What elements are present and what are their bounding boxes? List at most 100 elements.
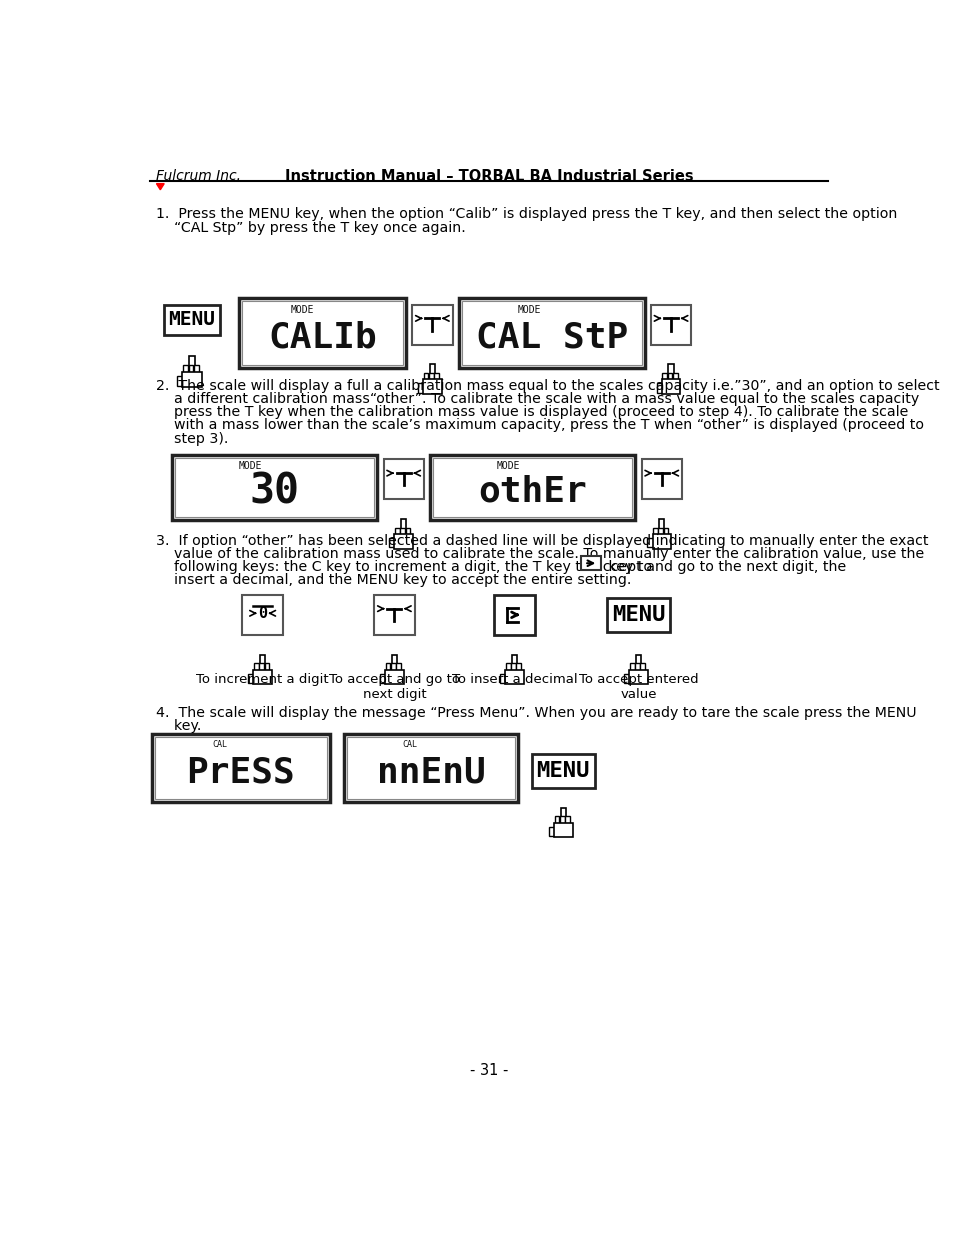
Bar — [172, 454, 377, 520]
Bar — [154, 737, 327, 799]
Bar — [499, 673, 506, 683]
Bar — [623, 673, 630, 683]
Text: 4.  The scale will display the message “Press Menu”. When you are ready to tare : 4. The scale will display the message “P… — [156, 705, 916, 720]
Bar — [659, 519, 663, 537]
Bar — [531, 755, 595, 788]
Text: press the T key when the calibration mass value is displayed (proceed to step 4): press the T key when the calibration mas… — [156, 405, 908, 420]
Bar — [629, 669, 647, 684]
Bar — [430, 454, 635, 520]
Text: othEr: othEr — [477, 474, 586, 509]
Bar — [174, 458, 374, 517]
Text: To accept entered
value: To accept entered value — [578, 673, 698, 701]
Bar — [391, 663, 395, 671]
Text: To accept and go to
next digit: To accept and go to next digit — [329, 673, 459, 701]
Bar — [395, 663, 400, 671]
Text: CAL: CAL — [402, 740, 417, 750]
Text: insert a decimal, and the MENU key to accept the entire setting.: insert a decimal, and the MENU key to ac… — [156, 573, 631, 587]
Bar — [511, 663, 516, 671]
Bar — [516, 663, 520, 671]
Bar — [395, 527, 399, 536]
Bar — [253, 663, 258, 671]
Bar — [429, 364, 435, 383]
Bar — [259, 663, 264, 671]
Bar — [433, 458, 632, 517]
Bar — [656, 383, 662, 393]
Text: CAL StP: CAL StP — [476, 320, 627, 354]
Bar — [385, 669, 403, 684]
Text: MENU: MENU — [169, 310, 215, 330]
Bar — [379, 673, 386, 683]
Bar — [405, 527, 410, 536]
Bar — [505, 663, 510, 671]
Bar — [423, 373, 428, 380]
Bar — [152, 734, 330, 802]
Bar — [248, 673, 254, 683]
Text: key.: key. — [156, 719, 202, 732]
Bar — [559, 816, 564, 824]
Bar — [650, 305, 691, 345]
Bar — [417, 383, 424, 393]
Bar — [164, 305, 220, 336]
Bar — [239, 299, 406, 368]
Bar — [400, 519, 406, 537]
Text: a different calibration mass“other”. To calibrate the scale with a mass value eq: a different calibration mass“other”. To … — [156, 393, 919, 406]
Text: MODE: MODE — [238, 461, 261, 471]
Bar — [580, 556, 600, 571]
Text: MENU: MENU — [611, 605, 664, 625]
Text: following keys: the C key to increment a digit, the T key to accept and go to th: following keys: the C key to increment a… — [156, 561, 846, 574]
Bar — [658, 527, 662, 536]
Bar — [194, 366, 199, 373]
Bar — [554, 823, 572, 837]
Text: MODE: MODE — [496, 461, 519, 471]
Bar — [383, 459, 423, 499]
Bar — [641, 459, 681, 499]
Text: step 3).: step 3). — [156, 431, 229, 446]
Bar — [400, 527, 405, 536]
Bar — [458, 299, 644, 368]
Bar — [663, 527, 668, 536]
Bar — [606, 598, 670, 632]
Bar — [636, 655, 640, 673]
Text: To insert a decimal: To insert a decimal — [451, 673, 577, 687]
Text: 2.  The scale will display a full a calibration mass equal to the scales capacit: 2. The scale will display a full a calib… — [156, 379, 939, 393]
Bar — [260, 655, 265, 673]
Bar — [505, 669, 523, 684]
Text: 3.  If option “other” has been selected a dashed line will be displayed indicati: 3. If option “other” has been selected a… — [156, 534, 928, 548]
Bar — [461, 301, 641, 364]
Text: value of the calibration mass used to calibrate the scale. To manually enter the: value of the calibration mass used to ca… — [156, 547, 923, 561]
Bar — [639, 663, 644, 671]
Text: nnEnU: nnEnU — [376, 755, 485, 789]
Bar — [661, 379, 679, 394]
Bar — [629, 663, 634, 671]
Bar — [344, 734, 517, 802]
Bar — [182, 372, 202, 388]
Bar — [242, 301, 402, 364]
Bar — [652, 535, 670, 548]
Bar — [412, 305, 452, 345]
Bar — [394, 535, 413, 548]
Text: 30: 30 — [250, 471, 299, 513]
Bar — [494, 595, 534, 635]
Bar — [512, 655, 517, 673]
Bar — [385, 663, 390, 671]
Text: “CAL Stp” by press the T key once again.: “CAL Stp” by press the T key once again. — [156, 221, 466, 235]
Text: CALIb: CALIb — [268, 320, 376, 354]
Text: MODE: MODE — [517, 305, 540, 315]
Bar — [667, 373, 672, 380]
Bar — [555, 816, 558, 824]
Bar — [429, 373, 434, 380]
Text: 1.  Press the MENU key, when the option “Calib” is displayed press the T key, an: 1. Press the MENU key, when the option “… — [156, 207, 897, 221]
Bar — [389, 538, 395, 547]
Bar — [264, 663, 269, 671]
Bar — [668, 364, 673, 383]
Text: MODE: MODE — [291, 305, 314, 315]
Text: Fulcrum Inc.: Fulcrum Inc. — [156, 169, 241, 183]
Text: To increment a digit: To increment a digit — [196, 673, 329, 687]
Bar — [672, 373, 677, 380]
Bar — [253, 669, 272, 684]
Bar — [635, 663, 639, 671]
Text: with a mass lower than the scale’s maximum capacity, press the T when “other” is: with a mass lower than the scale’s maxim… — [156, 419, 923, 432]
Bar — [242, 595, 282, 635]
Bar — [423, 379, 441, 394]
Bar — [548, 827, 555, 836]
